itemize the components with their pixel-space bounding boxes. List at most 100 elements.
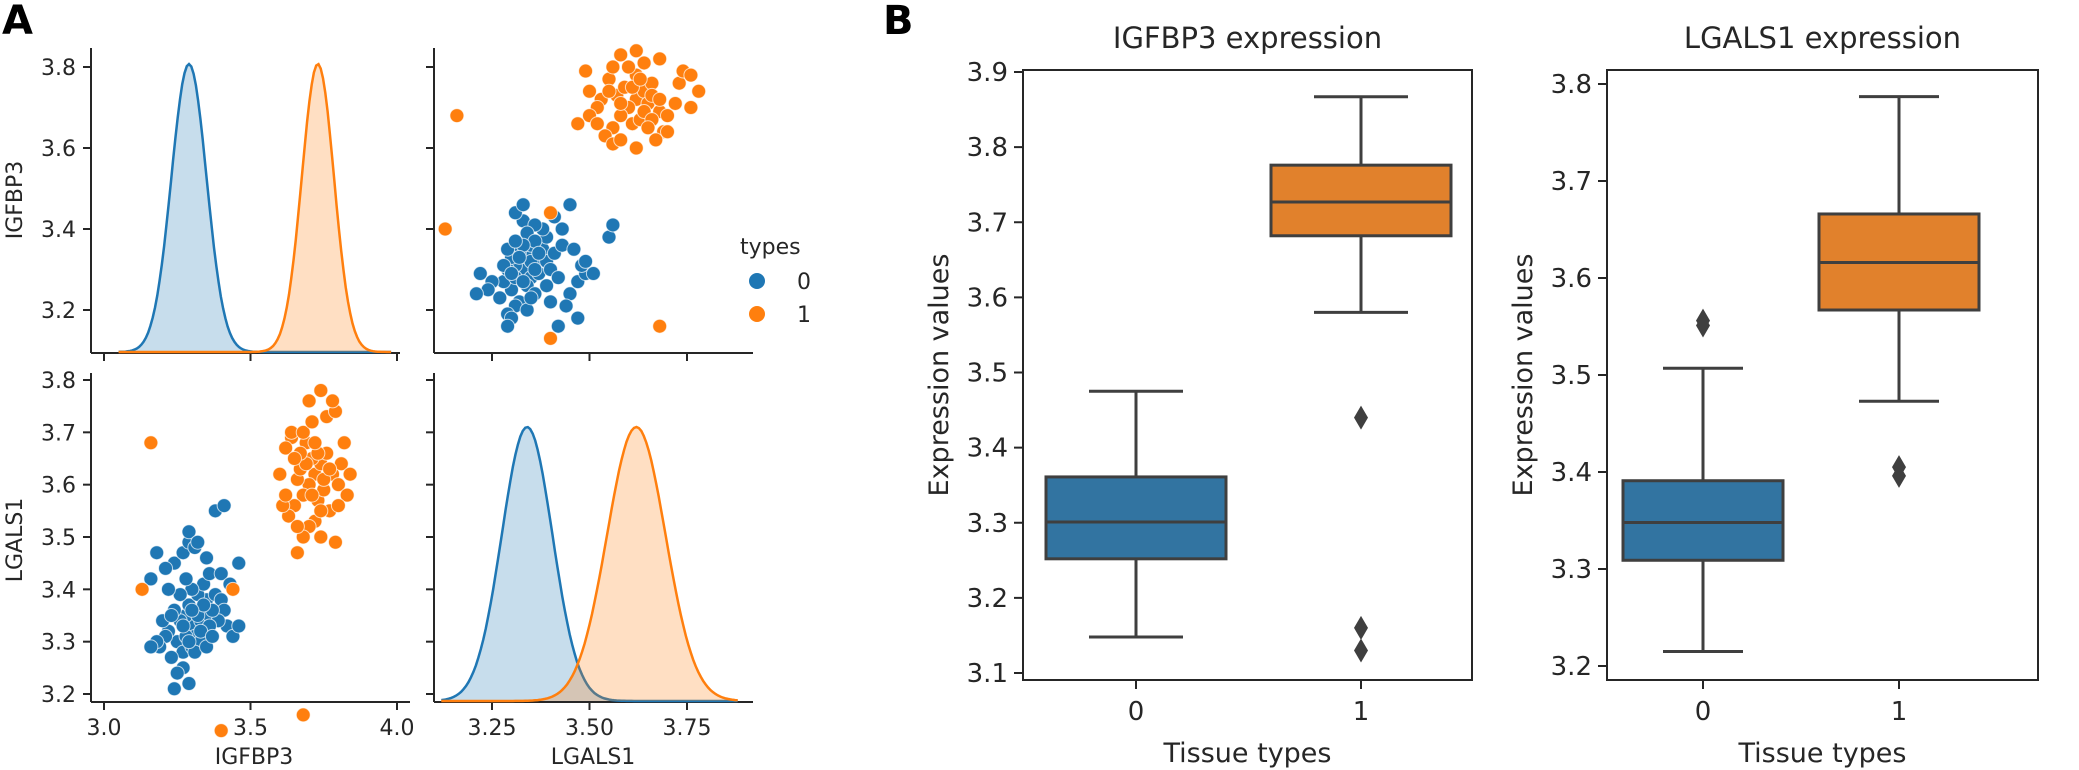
- legend-marker-type1: [749, 306, 765, 322]
- y-tick-label-lgals1: 3.7: [41, 421, 76, 446]
- scatter-point-igfbp3-vs-lgals1: [500, 318, 516, 334]
- scatter-point-lgals1-vs-igfbp3: [181, 524, 197, 540]
- x-tick-label-lgals1: 3.75: [663, 716, 712, 741]
- scatter-point-lgals1-vs-igfbp3: [213, 723, 229, 739]
- x-axis-label: Tissue types: [1163, 738, 1332, 769]
- scatter-point-igfbp3-vs-lgals1: [648, 132, 664, 148]
- scatter-point-lgals1-vs-igfbp3: [289, 545, 305, 561]
- scatter-point-lgals1-vs-igfbp3: [231, 555, 247, 571]
- scatter-point-lgals1-vs-igfbp3: [342, 466, 358, 482]
- scatter-point-igfbp3-vs-lgals1: [449, 108, 465, 124]
- scatter-point-lgals1-vs-igfbp3: [178, 571, 194, 587]
- outlier-marker-0: [1696, 313, 1710, 338]
- scatter-point-lgals1-vs-igfbp3: [216, 498, 232, 514]
- y-axis-label: Expression values: [1508, 254, 1539, 497]
- y-tick-label-igfbp3: 3.8: [41, 56, 76, 81]
- legend: types 0 1: [740, 235, 811, 328]
- scatter-point-igfbp3-vs-lgals1: [523, 290, 539, 306]
- scatter-point-igfbp3-vs-lgals1: [570, 310, 586, 326]
- scatter-point-igfbp3-vs-lgals1: [605, 217, 621, 233]
- outlier-marker-1: [1354, 405, 1368, 430]
- x-axis-label-igfbp3: IGFBP3: [215, 745, 294, 770]
- scatter-point-igfbp3-vs-lgals1: [660, 108, 675, 124]
- scatter-point-igfbp3-vs-lgals1: [585, 266, 601, 282]
- scatter-point-igfbp3-vs-lgals1: [628, 43, 644, 59]
- box-0: [1621, 479, 1785, 562]
- scatter-point-lgals1-vs-igfbp3: [190, 534, 206, 550]
- x-tick-label-igfbp3: 4.0: [380, 716, 415, 741]
- scatter-point-igfbp3-vs-lgals1: [636, 55, 652, 71]
- outlier-marker-1: [1892, 463, 1906, 488]
- scatter-point-lgals1-vs-igfbp3: [199, 550, 215, 566]
- kde-fill-igfbp3-type1: [118, 64, 392, 352]
- scatter-point-lgals1-vs-igfbp3: [339, 487, 355, 503]
- legend-label-type0: 0: [797, 270, 811, 295]
- scatter-point-lgals1-vs-igfbp3: [307, 435, 323, 451]
- y-tick-label: 3.4: [1551, 458, 1592, 488]
- scatter-point-lgals1-vs-igfbp3: [181, 634, 197, 650]
- plot-frame: [1606, 69, 2039, 681]
- scatter-point-lgals1-vs-igfbp3: [272, 466, 288, 482]
- scatter-point-igfbp3-vs-lgals1: [527, 262, 543, 277]
- pairplot: 3.2 3.4 3.6 3.8 3.2 3.3 3.4 3.5 3.6 3.7 3.8 3.0 3.5 4…: [3, 43, 753, 770]
- scatter-point-lgals1-vs-igfbp3: [225, 581, 241, 597]
- scatter-point-lgals1-vs-igfbp3: [322, 461, 338, 477]
- y-tick-label: 3.3: [967, 509, 1008, 539]
- scatter-point-igfbp3-vs-lgals1: [504, 266, 519, 282]
- x-tick-label-lgals1: 3.25: [468, 716, 517, 741]
- scatter-point-igfbp3-vs-lgals1: [550, 318, 566, 334]
- y-tick-label-lgals1: 3.5: [41, 526, 76, 551]
- scatter-point-igfbp3-vs-lgals1: [437, 221, 453, 237]
- y-tick-label-igfbp3: 3.6: [41, 137, 76, 162]
- scatter-point-igfbp3-vs-lgals1: [570, 116, 586, 132]
- scatter-point-igfbp3-vs-lgals1: [628, 140, 644, 156]
- y-tick-label-lgals1: 3.6: [41, 474, 76, 499]
- scatter-point-igfbp3-vs-lgals1: [515, 197, 531, 213]
- scatter-point-igfbp3-vs-lgals1: [558, 298, 574, 314]
- scatter-point-lgals1-vs-igfbp3: [166, 681, 182, 697]
- plot-frame: [1022, 69, 1473, 681]
- y-tick-label: 3.2: [1551, 652, 1592, 682]
- scatter-point-igfbp3-vs-lgals1: [543, 205, 558, 221]
- scatter-point-igfbp3-vs-lgals1: [531, 245, 547, 261]
- legend-label-type1: 1: [797, 303, 811, 328]
- kde-fill-lgals1-type0: [441, 427, 738, 701]
- scatter-point-igfbp3-vs-lgals1: [652, 51, 668, 67]
- y-tick-label: 3.5: [1551, 361, 1592, 391]
- scatter-point-igfbp3-vs-lgals1: [543, 330, 558, 346]
- y-tick-label-igfbp3: 3.2: [41, 299, 76, 324]
- legend-marker-type0: [749, 273, 765, 289]
- y-tick-label: 3.8: [967, 133, 1008, 163]
- scatter-point-igfbp3-vs-lgals1: [472, 266, 488, 282]
- scatter-point-igfbp3-vs-lgals1: [605, 59, 621, 75]
- y-tick-label: 3.3: [1551, 555, 1592, 585]
- scatter-point-igfbp3-vs-lgals1: [683, 100, 699, 115]
- chart-title: LGALS1 expression: [1684, 21, 1961, 55]
- scatter-point-lgals1-vs-igfbp3: [163, 649, 179, 665]
- y-axis-label-igfbp3: IGFBP3: [3, 161, 28, 240]
- scatter-point-lgals1-vs-igfbp3: [336, 435, 352, 451]
- scatter-point-igfbp3-vs-lgals1: [652, 91, 668, 107]
- boxplot-lgals1: LGALS1 expression 3.2 3.3 3.4 3.5 3.6 3.7 3.8 0 1…: [1508, 21, 2039, 769]
- box-0: [1044, 475, 1228, 561]
- scatter-point-igfbp3-vs-lgals1: [589, 116, 605, 132]
- scatter-point-lgals1-vs-igfbp3: [295, 424, 311, 440]
- scatter-point-igfbp3-vs-lgals1: [613, 47, 629, 63]
- scatter-point-igfbp3-vs-lgals1: [632, 71, 648, 87]
- y-tick-label: 3.7: [1551, 167, 1592, 197]
- scatter-point-lgals1-vs-igfbp3: [295, 707, 311, 723]
- y-tick-label-lgals1: 3.4: [41, 578, 76, 603]
- scatter-point-igfbp3-vs-lgals1: [601, 83, 617, 99]
- legend-title: types: [740, 235, 801, 260]
- scatter-point-lgals1-vs-igfbp3: [163, 608, 179, 623]
- scatter-point-igfbp3-vs-lgals1: [667, 95, 683, 111]
- scatter-point-igfbp3-vs-lgals1: [621, 59, 636, 75]
- y-tick-label: 3.5: [967, 359, 1008, 389]
- scatter-point-lgals1-vs-igfbp3: [213, 566, 229, 582]
- y-axis-label-lgals1: LGALS1: [3, 498, 28, 583]
- x-tick-label-igfbp3: 3.0: [87, 716, 122, 741]
- y-tick-label: 3.4: [967, 434, 1008, 464]
- y-tick-label-lgals1: 3.3: [41, 631, 76, 656]
- scatter-point-lgals1-vs-igfbp3: [204, 628, 220, 644]
- y-tick-label: 3.6: [967, 283, 1008, 313]
